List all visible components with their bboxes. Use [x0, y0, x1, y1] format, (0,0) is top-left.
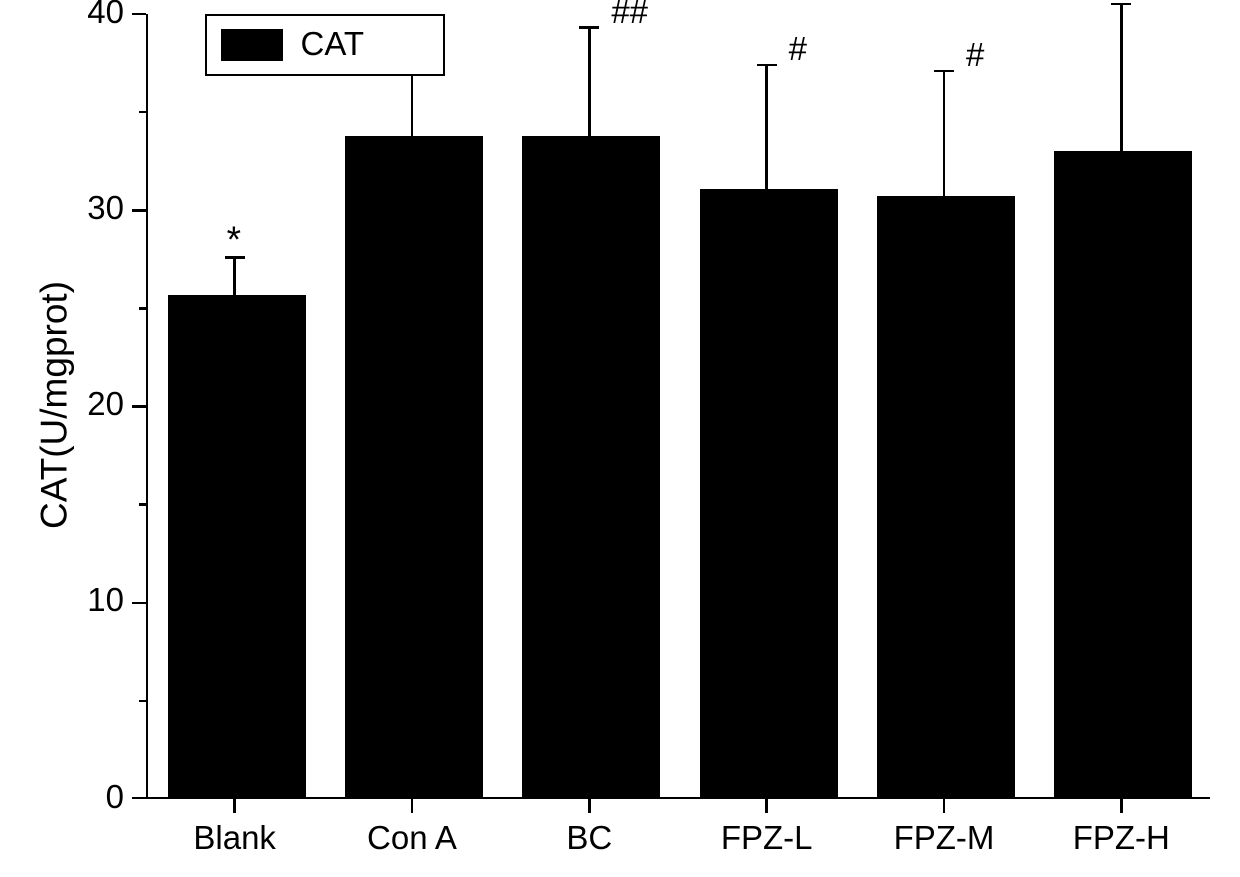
y-tick-label: 10 — [87, 581, 124, 619]
y-tick-label: 30 — [87, 189, 124, 227]
cat-bar-chart: 010203040CAT(U/mgprot)BlankCon ABCFPZ-LF… — [0, 0, 1240, 877]
bar — [1054, 151, 1192, 797]
y-tick-label: 40 — [87, 0, 124, 31]
bar — [522, 136, 660, 797]
legend-swatch — [221, 29, 283, 61]
error-cap — [579, 26, 599, 29]
x-tick-label: BC — [501, 819, 678, 857]
x-tick-label: FPZ-H — [1033, 819, 1210, 857]
error-cap — [934, 70, 954, 73]
x-tick-label: FPZ-L — [678, 819, 855, 857]
x-tick — [588, 799, 591, 813]
error-cap — [757, 64, 777, 67]
x-tick — [765, 799, 768, 813]
x-tick — [233, 799, 236, 813]
x-tick — [411, 799, 414, 813]
sig-annotation: ## — [611, 0, 648, 31]
x-tick-label: Blank — [146, 819, 323, 857]
sig-annotation: # — [1143, 0, 1161, 8]
y-axis-label: CAT(U/mgprot) — [33, 13, 75, 798]
y-tick — [139, 700, 146, 703]
y-tick — [132, 405, 146, 408]
error-bar — [233, 257, 236, 296]
plot-area — [146, 14, 1210, 799]
error-bar — [1120, 4, 1123, 153]
bar — [700, 189, 838, 797]
y-tick — [132, 797, 146, 800]
x-tick — [1120, 799, 1123, 813]
x-tick-label: FPZ-M — [855, 819, 1032, 857]
error-bar — [943, 71, 946, 199]
y-tick — [132, 209, 146, 212]
y-tick-label: 0 — [106, 778, 124, 816]
y-tick — [132, 602, 146, 605]
error-bar — [765, 65, 768, 191]
sig-annotation: # — [789, 30, 807, 68]
bar — [877, 196, 1015, 797]
x-tick — [943, 799, 946, 813]
y-tick — [139, 503, 146, 506]
y-tick — [132, 13, 146, 16]
error-cap — [1111, 3, 1131, 6]
legend-label: CAT — [301, 25, 365, 63]
bar — [345, 136, 483, 797]
error-bar — [588, 28, 591, 138]
y-tick-label: 20 — [87, 385, 124, 423]
x-tick-label: Con A — [323, 819, 500, 857]
sig-annotation: # — [966, 36, 984, 74]
bar — [168, 295, 306, 797]
y-tick — [139, 307, 146, 310]
y-tick — [139, 111, 146, 114]
sig-annotation: * — [227, 219, 241, 261]
